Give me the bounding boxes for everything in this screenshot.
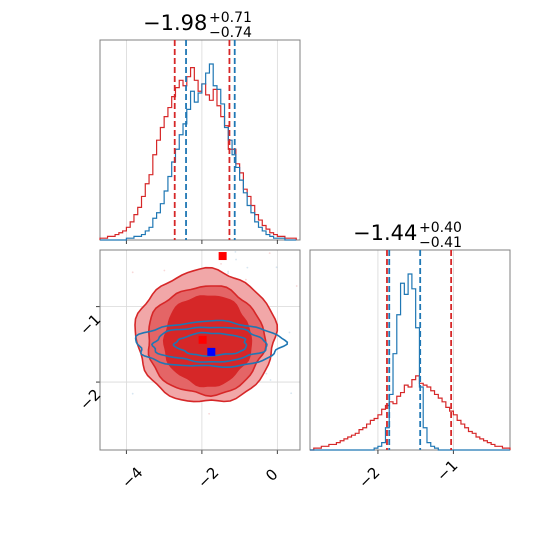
- scatter-sample-point: [269, 379, 272, 381]
- param2-title-plus: +0.40: [419, 220, 462, 236]
- x-tick-label-param1: −2: [194, 463, 222, 491]
- histogram-param1-panel: [99, 39, 301, 244]
- param2-hist-red: [310, 375, 511, 451]
- histogram-param1-frame: [99, 39, 301, 241]
- param1-hist-red: [99, 67, 297, 240]
- scatter-sample-point: [227, 270, 230, 273]
- param1-title-plus: +0.71: [209, 10, 252, 26]
- scatter-sample-point: [295, 285, 298, 287]
- scatter-sample-point: [265, 372, 268, 375]
- param2-title: −1.44 +0.40 −0.41: [353, 220, 462, 251]
- scatter-sample-point: [131, 271, 134, 274]
- scatter-2d-frame: [99, 249, 301, 451]
- scatter-sample-point: [234, 251, 237, 253]
- scatter-sample-point: [246, 266, 249, 269]
- histogram-param2-frame: [309, 249, 511, 451]
- histogram-param2-panel: [309, 249, 511, 454]
- scatter-sample-point: [220, 262, 222, 265]
- truth-marker-blue: [207, 347, 216, 356]
- param1-hist-blue: [100, 63, 297, 241]
- truth-marker-red: [218, 252, 227, 261]
- param1-title-minus: −0.74: [209, 25, 252, 41]
- scatter-sample-point: [208, 412, 211, 415]
- x-tick-label-param2: −2: [355, 463, 383, 491]
- scatter-sample-point: [268, 252, 271, 255]
- contour-blue-level-3: [172, 331, 248, 357]
- scatter-2d-panel: [96, 249, 301, 454]
- param1-title: −1.98 +0.71 −0.74: [143, 10, 252, 41]
- x-tick-label-param1: 0: [262, 465, 281, 484]
- param2-hist-blue: [310, 273, 510, 451]
- param1-title-median: −1.98: [143, 11, 207, 35]
- param2-title-median: −1.44: [353, 221, 417, 245]
- scatter-sample-point: [235, 258, 237, 261]
- scatter-sample-point: [244, 278, 247, 281]
- scatter-sample-point: [163, 269, 166, 272]
- param2-title-minus: −0.41: [419, 235, 462, 251]
- contour-blue-level-2: [150, 326, 268, 363]
- x-tick-label-param2: −1: [433, 456, 461, 484]
- scatter-sample-point: [288, 331, 291, 334]
- contour-blue-level-1: [134, 319, 289, 368]
- scatter-sample-point: [275, 266, 278, 269]
- scatter-sample-point: [131, 392, 134, 395]
- scatter-sample-point: [290, 392, 293, 395]
- truth-marker-red: [198, 335, 207, 344]
- contour-red-level-3: [162, 295, 253, 388]
- scatter-sample-point: [227, 272, 230, 275]
- x-tick-label-param1: −4: [118, 463, 146, 491]
